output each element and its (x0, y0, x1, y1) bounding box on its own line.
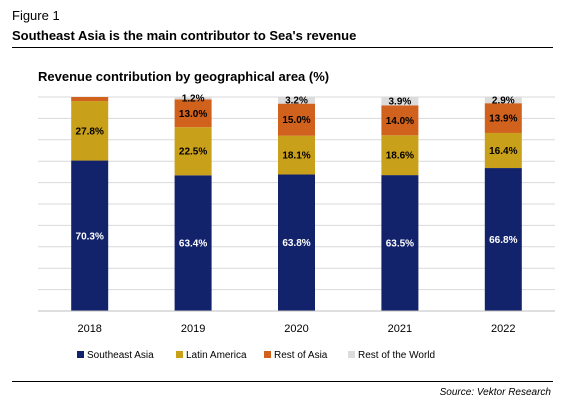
bar-segment-southeast-asia-2018 (71, 160, 109, 311)
bar-segment-rest-of-asia-2021 (381, 105, 419, 136)
legend-swatch (348, 351, 355, 358)
x-tick-label: 2021 (388, 323, 412, 335)
data-label: 63.5% (386, 239, 414, 250)
data-label: 14.0% (386, 116, 414, 127)
data-labels: 70.3% 27.8% 63.4% 22.5% 13.0% 1.2% 63.8% 18.1% 1… (76, 94, 518, 250)
bar-segment-rest-of-the-world-2020 (278, 96, 315, 104)
legend: Southeast Asia Latin America Rest of Asia R… (77, 350, 435, 361)
data-label: 27.8% (76, 126, 104, 137)
data-label: 63.4% (179, 239, 207, 250)
data-label: 15.0% (282, 115, 310, 126)
bar-segment-latin-america-2018 (71, 101, 109, 161)
x-tick-label: 2018 (77, 323, 101, 335)
chart-title: Revenue contribution by geographical are… (38, 69, 330, 84)
bars (71, 96, 522, 311)
data-label: 22.5% (179, 147, 207, 158)
legend-swatch (176, 351, 183, 358)
data-label: 16.4% (489, 146, 517, 157)
x-tick-label: 2019 (181, 323, 205, 335)
bar-segment-latin-america-2019 (174, 127, 212, 176)
bar-segment-latin-america-2020 (278, 135, 315, 175)
bar-segment-southeast-asia-2021 (381, 175, 419, 311)
bar-segment-rest-of-asia-2022 (484, 103, 522, 133)
legend-label: Southeast Asia (87, 350, 154, 361)
bar-segment-rest-of-the-world-2022 (484, 97, 522, 104)
legend-swatch (77, 351, 84, 358)
bar-segment-rest-of-asia-2018 (71, 97, 109, 102)
top-divider (12, 47, 553, 48)
data-label: 13.0% (179, 109, 207, 120)
legend-swatch (264, 351, 271, 358)
bar-segment-latin-america-2021 (381, 135, 419, 176)
data-label: 3.2% (285, 96, 308, 107)
bar-segment-rest-of-the-world-2019 (174, 96, 212, 100)
bar-segment-southeast-asia-2022 (484, 168, 522, 311)
data-label: 1.2% (182, 94, 205, 105)
x-tick-label: 2022 (491, 323, 515, 335)
bar-segment-latin-america-2022 (484, 132, 522, 169)
data-label: 2.9% (492, 96, 515, 107)
data-label: 3.9% (389, 97, 412, 108)
data-label: 66.8% (489, 235, 517, 246)
legend-label: Latin America (186, 350, 247, 361)
bar-segment-rest-of-asia-2019 (174, 99, 212, 128)
data-label: 70.3% (76, 231, 104, 242)
bar-segment-southeast-asia-2019 (174, 175, 212, 311)
bottom-divider (12, 381, 553, 382)
legend-label: Rest of Asia (274, 350, 328, 361)
source-note: Source: Vektor Research (439, 387, 551, 398)
figure-label: Figure 1 (12, 8, 60, 23)
data-label: 18.1% (282, 151, 310, 162)
bar-segment-rest-of-asia-2020 (278, 103, 315, 136)
x-axis: 2018 2019 2020 2021 2022 (38, 310, 555, 335)
data-label: 13.9% (489, 114, 517, 125)
data-label: 63.8% (282, 238, 310, 249)
legend-label: Rest of the World (358, 350, 435, 361)
bar-segment-rest-of-the-world-2021 (381, 97, 419, 106)
figure-title: Southeast Asia is the main contributor t… (12, 28, 357, 43)
data-label: 18.6% (386, 151, 414, 162)
x-tick-label: 2020 (284, 323, 308, 335)
bar-segment-southeast-asia-2020 (278, 174, 315, 311)
